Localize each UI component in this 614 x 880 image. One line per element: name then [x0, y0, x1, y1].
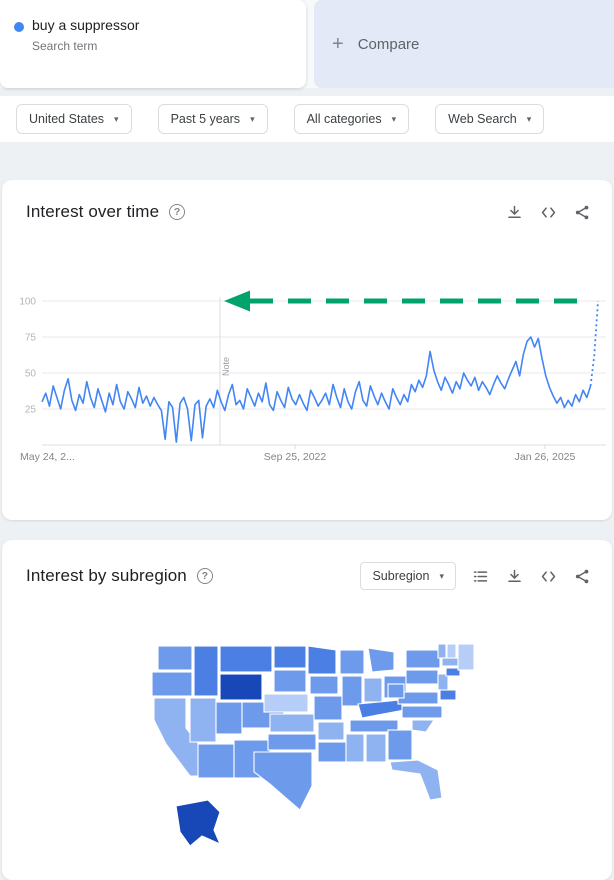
state-ak[interactable] — [175, 799, 222, 847]
state-ky[interactable] — [357, 699, 405, 719]
interest-over-time-chart: 25 50 75 100 Note May 24, 2... Sep 25, 2022 Jan… — [19, 290, 606, 463]
state-mt[interactable] — [219, 645, 273, 673]
state-in[interactable] — [363, 677, 383, 703]
help-icon[interactable]: ? — [196, 568, 213, 584]
chevron-down-icon: ▾ — [439, 570, 444, 581]
state-mi[interactable] — [367, 647, 395, 673]
embed-code-icon — [541, 570, 555, 582]
download-button[interactable] — [504, 566, 524, 586]
share-button[interactable] — [572, 202, 592, 222]
filter-bar: United States ▾ Past 5 years ▾ All categ… — [0, 96, 614, 142]
state-ne[interactable] — [263, 693, 309, 713]
state-wy[interactable] — [219, 673, 263, 701]
state-al[interactable] — [365, 733, 387, 763]
query-bar: buy a suppressor Search term + Compare — [0, 0, 614, 88]
download-button[interactable] — [504, 202, 524, 222]
state-or[interactable] — [151, 671, 193, 697]
chevron-down-icon: ▾ — [526, 113, 532, 124]
filter-searchtype-dropdown[interactable]: Web Search ▾ — [435, 104, 545, 134]
interest-over-time-card: Interest over time ? 25 50 75 100 Note May 24… — [2, 180, 612, 520]
list-view-icon — [473, 570, 487, 582]
state-ct[interactable] — [445, 667, 461, 677]
svg-text:25: 25 — [25, 405, 37, 416]
list-view-button[interactable] — [470, 566, 490, 586]
chevron-down-icon: ▾ — [114, 113, 119, 124]
state-tx[interactable] — [253, 751, 313, 811]
subregion-dropdown-label: Subregion — [372, 569, 430, 583]
interest-by-subregion-card: Interest by subregion ? Subregion ▾ — [2, 540, 612, 880]
share-icon — [575, 569, 588, 583]
search-term-card[interactable]: buy a suppressor Search term — [0, 0, 306, 88]
filter-geo-dropdown[interactable]: United States ▾ — [16, 104, 132, 134]
state-mn[interactable] — [307, 645, 337, 675]
plus-icon: + — [332, 32, 344, 55]
state-ok[interactable] — [267, 733, 317, 751]
state-sd[interactable] — [273, 669, 307, 693]
state-ny[interactable] — [405, 649, 441, 669]
svg-text:May 24, 2...: May 24, 2... — [20, 451, 75, 463]
share-button[interactable] — [572, 566, 592, 586]
state-ut[interactable] — [215, 701, 243, 735]
state-pa[interactable] — [405, 669, 439, 685]
state-la[interactable] — [317, 741, 347, 763]
filter-category-dropdown[interactable]: All categories ▾ — [293, 104, 410, 134]
embed-button[interactable] — [538, 202, 558, 222]
state-sc[interactable] — [411, 719, 436, 733]
state-nc[interactable] — [401, 705, 443, 719]
filter-time-label: Past 5 years — [170, 112, 241, 126]
state-me[interactable] — [457, 644, 475, 671]
filter-category-label: All categories — [306, 112, 382, 126]
state-tn[interactable] — [349, 719, 399, 733]
search-term-text: buy a suppressor — [32, 17, 140, 33]
subregion-map[interactable] — [150, 644, 480, 858]
state-md[interactable] — [439, 689, 457, 701]
svg-text:50: 50 — [25, 369, 37, 380]
download-icon — [507, 205, 521, 218]
filter-searchtype-label: Web Search — [448, 112, 517, 126]
divider — [0, 88, 614, 96]
state-nh[interactable] — [446, 644, 457, 659]
state-wv[interactable] — [387, 683, 405, 699]
chevron-down-icon: ▾ — [250, 113, 255, 124]
chevron-down-icon: ▾ — [391, 113, 397, 124]
svg-text:Sep 25, 2022: Sep 25, 2022 — [264, 451, 327, 463]
share-icon — [575, 205, 588, 219]
state-ar[interactable] — [317, 721, 345, 741]
embed-code-icon — [541, 206, 555, 218]
compare-card[interactable]: + Compare — [314, 0, 614, 88]
state-wi[interactable] — [339, 649, 365, 675]
svg-text:75: 75 — [25, 333, 37, 344]
state-ms[interactable] — [345, 733, 365, 763]
state-mo[interactable] — [313, 695, 343, 721]
svg-text:100: 100 — [19, 297, 36, 308]
state-id[interactable] — [193, 645, 219, 697]
embed-button[interactable] — [538, 566, 558, 586]
state-ga[interactable] — [387, 729, 413, 761]
svg-text:Jan 26, 2025: Jan 26, 2025 — [515, 451, 576, 463]
state-vt[interactable] — [437, 644, 447, 659]
state-wa[interactable] — [157, 645, 193, 671]
svg-text:Note: Note — [221, 357, 231, 376]
help-icon[interactable]: ? — [169, 204, 186, 220]
state-az[interactable] — [197, 743, 235, 779]
series-color-dot-icon — [14, 22, 24, 32]
filter-geo-label: United States — [29, 112, 105, 126]
compare-label: Compare — [357, 35, 420, 53]
state-ks[interactable] — [269, 713, 315, 733]
filter-time-dropdown[interactable]: Past 5 years ▾ — [157, 104, 268, 134]
download-icon — [507, 569, 521, 582]
state-il[interactable] — [341, 675, 363, 707]
state-fl[interactable] — [389, 759, 443, 801]
state-ia[interactable] — [309, 675, 339, 695]
state-nv[interactable] — [189, 697, 217, 743]
subregion-dropdown[interactable]: Subregion ▾ — [360, 562, 456, 590]
search-term-subtitle: Search term — [32, 39, 98, 53]
interest-by-subregion-title: Interest by subregion — [26, 566, 187, 585]
state-nd[interactable] — [273, 645, 307, 669]
interest-over-time-title: Interest over time — [26, 202, 160, 221]
